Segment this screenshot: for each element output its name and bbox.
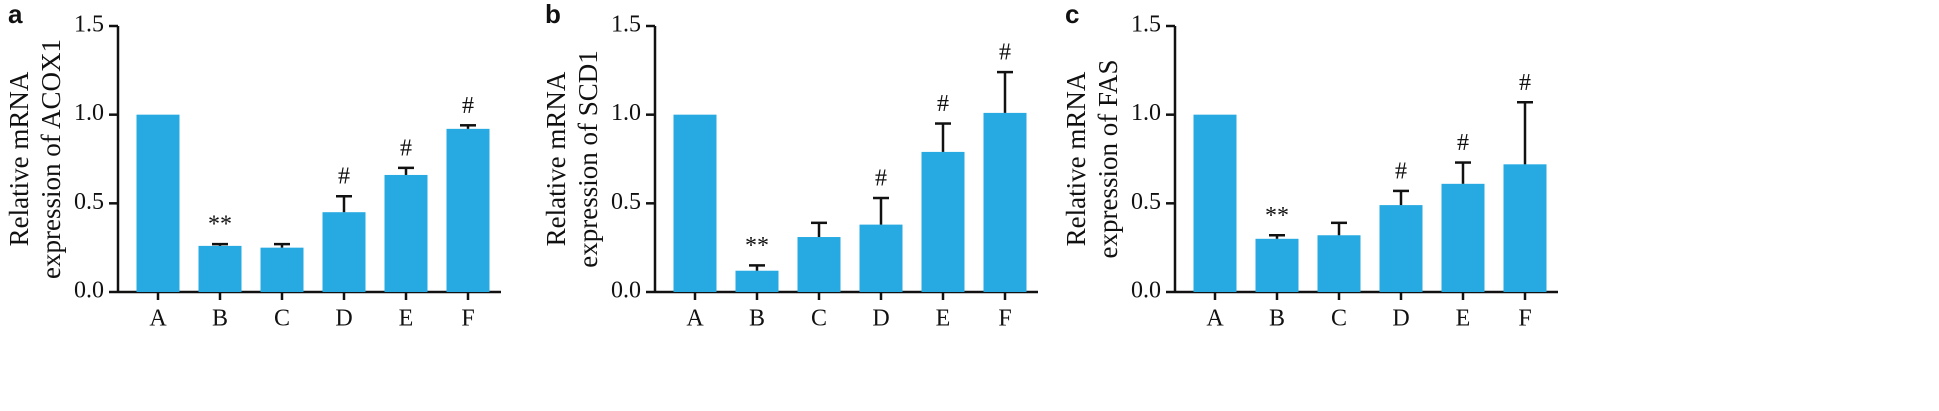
y-tick-label: 1.5 (1131, 12, 1161, 38)
bar (859, 224, 903, 292)
x-tick-label: E (1456, 306, 1471, 332)
bar (136, 114, 180, 293)
significance-mark: # (999, 40, 1011, 66)
error-bar (460, 124, 476, 129)
bar (673, 114, 717, 293)
y-axis-label-line: Relative mRNA (4, 71, 34, 246)
significance-mark: # (875, 166, 887, 192)
significance-mark: # (937, 91, 949, 117)
bar (921, 151, 965, 292)
error-bar (997, 70, 1013, 113)
panel: a Relative mRNAexpression of ACOX1 0.0 0.5 1… (4, 0, 501, 332)
significance-mark: # (338, 164, 350, 190)
panel-label: b (545, 0, 561, 29)
error-bar (1455, 161, 1471, 184)
y-tick-label: 0.5 (74, 189, 104, 215)
y-tick-label: 0.0 (611, 278, 641, 304)
error-bar (274, 242, 290, 248)
error-bar (811, 221, 827, 238)
x-tick-label: A (149, 306, 167, 332)
y-tick-label: 1.5 (611, 12, 641, 38)
y-axis-label: Relative mRNAexpression of ACOX1 (4, 39, 66, 279)
y-axis-label-line: expression of FAS (1093, 60, 1123, 259)
bar (1441, 183, 1485, 292)
y-axis-label: Relative mRNAexpression of FAS (1061, 60, 1123, 259)
x-tick-label: D (335, 306, 352, 332)
bar (983, 112, 1027, 292)
x-tick-label: E (936, 306, 951, 332)
significance-mark: # (462, 93, 474, 119)
x-tick-label: D (1392, 306, 1409, 332)
error-bar (212, 242, 228, 246)
panel: c Relative mRNAexpression of FAS 0.0 0.5 1.0… (1061, 0, 1558, 332)
x-tick-label: F (998, 306, 1011, 332)
bar (1193, 114, 1237, 293)
y-axis-label-line: Relative mRNA (1061, 71, 1091, 246)
panel-label: c (1065, 0, 1079, 29)
bar (198, 245, 242, 292)
bar (1503, 164, 1547, 292)
error-bar (1393, 189, 1409, 206)
significance-mark: # (1519, 70, 1531, 96)
error-bar (873, 196, 889, 225)
y-tick-label: 0.5 (1131, 189, 1161, 215)
bar (1255, 238, 1299, 292)
y-axis-label-line: Relative mRNA (541, 71, 571, 246)
x-tick-label: B (212, 306, 228, 332)
x-tick-label: B (749, 306, 765, 332)
error-bar (336, 194, 352, 213)
x-tick-label: C (274, 306, 290, 332)
significance-mark: ** (745, 233, 769, 259)
bar (1317, 235, 1361, 292)
significance-mark: # (1395, 158, 1407, 184)
bar (446, 128, 490, 292)
x-tick-label: A (686, 306, 704, 332)
y-axis-label-line: expression of ACOX1 (36, 39, 66, 279)
x-tick-label: F (461, 306, 474, 332)
bar (1379, 205, 1423, 292)
bar (322, 212, 366, 292)
y-tick-label: 0.5 (611, 189, 641, 215)
error-bar (1517, 101, 1533, 165)
y-tick-label: 1.0 (611, 100, 641, 126)
x-tick-label: C (811, 306, 827, 332)
significance-mark: # (400, 135, 412, 161)
y-tick-label: 0.0 (74, 278, 104, 304)
y-tick-label: 0.0 (1131, 278, 1161, 304)
y-axis-label: Relative mRNAexpression of SCD1 (541, 50, 603, 268)
error-bar (398, 166, 414, 175)
bar (735, 270, 779, 292)
bar (384, 174, 428, 292)
significance-mark: # (1457, 130, 1469, 156)
error-bar (1331, 221, 1347, 236)
x-tick-label: B (1269, 306, 1285, 332)
x-tick-label: D (872, 306, 889, 332)
x-tick-label: C (1331, 306, 1347, 332)
bar (260, 247, 304, 292)
y-axis-label-line: expression of SCD1 (573, 50, 603, 268)
panel-label: a (8, 0, 23, 29)
y-tick-label: 1.0 (74, 100, 104, 126)
error-bar (1269, 234, 1285, 239)
x-tick-label: A (1206, 306, 1224, 332)
significance-mark: ** (208, 212, 232, 238)
panel: b Relative mRNAexpression of SCD1 0.0 0.5 1.… (541, 0, 1038, 332)
bar (797, 237, 841, 292)
y-tick-label: 1.5 (74, 12, 104, 38)
significance-mark: ** (1265, 203, 1289, 229)
x-tick-label: E (399, 306, 414, 332)
x-tick-label: F (1518, 306, 1531, 332)
y-tick-label: 1.0 (1131, 100, 1161, 126)
error-bar (749, 264, 765, 271)
error-bar (935, 122, 951, 152)
